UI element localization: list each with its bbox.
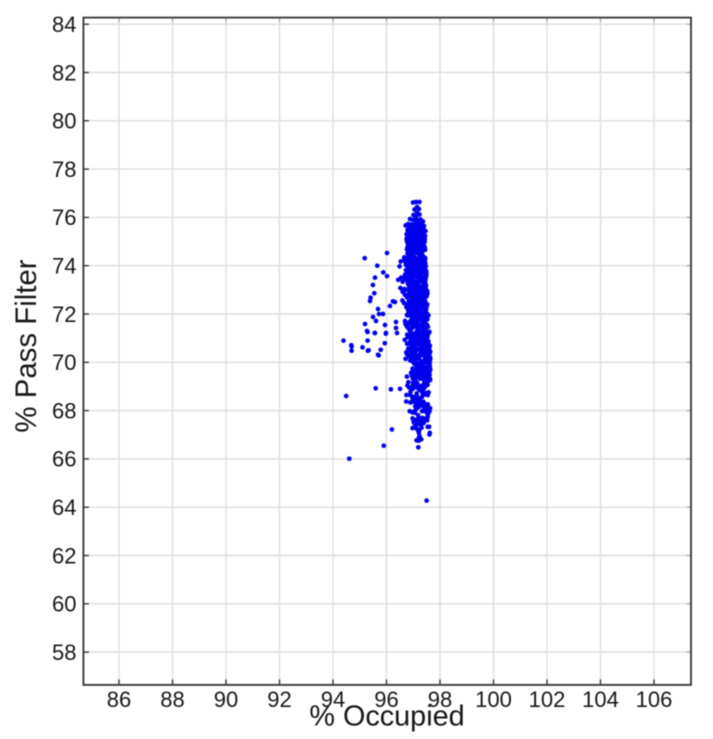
svg-text:% Pass Filter: % Pass Filter — [10, 259, 43, 432]
svg-text:82: 82 — [52, 60, 76, 85]
svg-text:68: 68 — [52, 398, 76, 423]
svg-text:80: 80 — [52, 109, 76, 134]
svg-text:62: 62 — [52, 543, 76, 568]
svg-text:98: 98 — [428, 687, 452, 712]
svg-text:106: 106 — [636, 687, 673, 712]
svg-text:58: 58 — [52, 640, 76, 665]
svg-text:90: 90 — [214, 687, 238, 712]
svg-text:96: 96 — [374, 687, 398, 712]
svg-text:86: 86 — [107, 687, 131, 712]
svg-text:84: 84 — [52, 12, 76, 37]
svg-text:% Occupied: % Occupied — [309, 701, 464, 733]
svg-text:72: 72 — [52, 302, 76, 327]
svg-text:88: 88 — [160, 687, 184, 712]
svg-text:70: 70 — [52, 350, 76, 375]
svg-text:78: 78 — [52, 157, 76, 182]
svg-text:102: 102 — [529, 687, 566, 712]
svg-text:104: 104 — [582, 687, 619, 712]
svg-text:74: 74 — [52, 254, 76, 279]
svg-text:76: 76 — [52, 205, 76, 230]
svg-text:64: 64 — [52, 495, 76, 520]
svg-text:66: 66 — [52, 447, 76, 472]
svg-text:94: 94 — [321, 687, 345, 712]
svg-text:60: 60 — [52, 592, 76, 617]
svg-text:100: 100 — [475, 687, 512, 712]
svg-text:92: 92 — [267, 687, 291, 712]
